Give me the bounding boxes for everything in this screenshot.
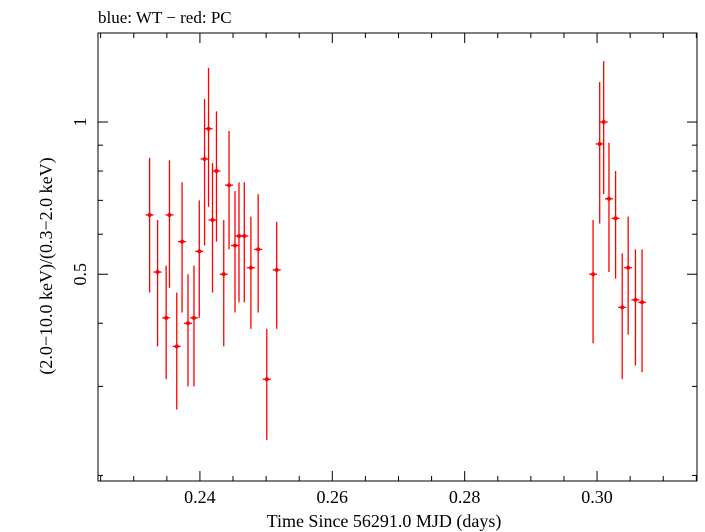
data-point [184, 274, 193, 387]
x-tick-label: 0.24 [184, 487, 216, 507]
data-point [145, 157, 154, 293]
data-point [604, 142, 613, 273]
point-marker [256, 247, 261, 252]
data-point [246, 216, 255, 329]
data-point [162, 265, 171, 380]
point-marker [236, 234, 241, 239]
data-point [208, 162, 217, 293]
point-marker [180, 239, 185, 244]
data-point [611, 171, 620, 279]
point-marker [233, 243, 238, 248]
point-marker [626, 265, 631, 270]
point-marker [597, 141, 602, 146]
data-point [618, 253, 627, 380]
point-marker [202, 157, 207, 162]
data-point [599, 61, 608, 195]
data-point [254, 194, 263, 313]
point-marker [210, 218, 215, 223]
data-point [153, 220, 162, 347]
data-point [204, 67, 213, 207]
point-marker [147, 212, 152, 217]
point-marker [221, 272, 226, 277]
data-point [595, 81, 604, 224]
chart-title: blue: WT − red: PC [98, 8, 232, 27]
data-point [234, 182, 243, 303]
point-marker [214, 169, 219, 174]
point-marker [613, 216, 618, 221]
x-axis-label: Time Since 56291.0 MJD (days) [267, 511, 502, 532]
y-tick-label: 1 [70, 118, 90, 127]
data-point [212, 111, 221, 242]
point-marker [640, 300, 645, 305]
point-marker [227, 183, 232, 188]
data-point [195, 200, 204, 318]
point-marker [186, 321, 191, 326]
data-point [240, 182, 249, 303]
x-tick-label: 0.28 [449, 487, 481, 507]
data-point [219, 220, 228, 347]
x-tick-label: 0.26 [317, 487, 349, 507]
point-marker [164, 315, 169, 320]
axes: 0.24 0.26 0.28 0.30 0.5 1 [70, 33, 697, 507]
data-point [272, 221, 281, 329]
point-marker [248, 265, 253, 270]
data-point [231, 191, 240, 313]
data-point [638, 249, 647, 373]
x-tick-label: 0.30 [581, 487, 613, 507]
data-marks [145, 61, 647, 441]
data-point [225, 130, 234, 250]
data-point [262, 328, 271, 441]
point-marker [155, 270, 160, 275]
data-point [189, 265, 198, 387]
point-marker [242, 234, 247, 239]
point-marker [174, 344, 179, 349]
point-marker [606, 196, 611, 201]
point-marker [264, 377, 269, 382]
data-point [172, 292, 181, 410]
point-marker [633, 297, 638, 302]
point-marker [197, 249, 202, 254]
point-marker [601, 120, 606, 125]
y-tick-label: 0.5 [70, 263, 90, 286]
y-axis-label: (2.0−10.0 keV)/(0.3−2.0 keV) [36, 157, 57, 374]
point-marker [167, 212, 172, 217]
data-point [178, 182, 187, 313]
point-marker [274, 267, 279, 272]
data-point [631, 249, 640, 366]
data-point [589, 220, 598, 344]
data-point [624, 216, 633, 335]
plot-frame [97, 32, 698, 482]
point-marker [591, 272, 596, 277]
point-marker [191, 315, 196, 320]
point-marker [620, 305, 625, 310]
data-point [165, 160, 174, 288]
point-marker [206, 126, 211, 131]
data-point [200, 99, 209, 246]
